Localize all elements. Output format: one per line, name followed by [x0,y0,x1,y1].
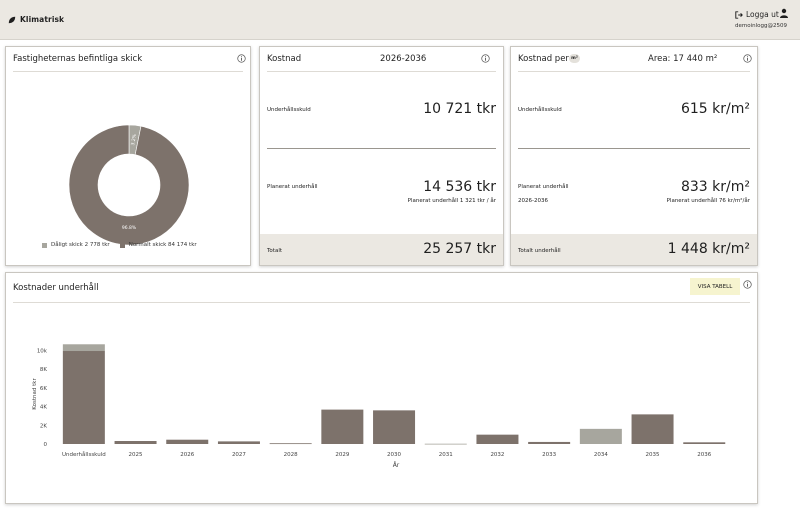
bar-2027-series0[interactable] [217,441,260,444]
info-icon[interactable] [743,280,752,289]
section-divider [518,148,750,149]
bar-underhållsskuld-series0[interactable] [62,351,105,444]
donut-slice-normal[interactable] [68,124,190,246]
x-tick-label: 2032 [490,452,504,458]
planned-value: 14 536 tkr [423,179,496,195]
x-tick-label: 2031 [439,452,453,458]
logout-label: Logga ut [746,10,779,19]
total-value: 1 448 kr/m² [667,241,750,257]
y-axis-label: Kostnad tkr [32,378,38,410]
bar-2032-series0[interactable] [476,434,519,444]
user-icon[interactable] [779,8,789,18]
logout-button[interactable]: Logga ut [735,10,779,19]
y-tick-label: 6K [40,386,47,392]
title-divider [267,71,496,72]
total-value: 25 257 tkr [423,241,496,257]
info-icon[interactable] [237,54,246,63]
title-divider [518,71,750,72]
bar-2026-series0[interactable] [166,439,209,444]
planned-period: 2026-2036 [518,198,548,204]
card-title: Kostnad per [518,54,569,64]
user-email: demoinlogg@2509 [735,23,787,29]
cost-per-area-card: Kostnad per m² Area: 17 440 m² Underhåll… [510,46,758,266]
total-band: Totalt underhåll 1 448 kr/m² [511,234,757,265]
bar-2025-series0[interactable] [114,441,157,444]
x-tick-label: 2028 [284,452,298,458]
bar-2034-series1[interactable] [579,428,622,444]
legend-swatch [119,242,125,248]
card-title: Fastigheternas befintliga skick [13,54,143,64]
title-divider [13,71,243,72]
debt-label: Underhållsskuld [518,107,562,113]
bar-underhållsskuld-series1[interactable] [62,344,105,352]
donut-label-normal: 96.8% [122,225,137,231]
area-label: Area: 17 440 m² [648,54,718,64]
unit-badge[interactable]: m² [569,54,580,63]
bar-2031-series1[interactable] [424,443,467,445]
total-band: Totalt 25 257 tkr [260,234,503,265]
debt-label: Underhållsskuld [267,107,311,113]
total-label: Totalt underhåll [518,248,561,254]
y-tick-label: 2K [40,423,47,429]
section-divider [267,148,496,149]
brand[interactable]: Klimatrisk [8,15,64,24]
x-tick-label: 2027 [232,452,246,458]
donut-legend: Dåligt skick 2 778 tkr Normalt skick 84 … [42,242,197,248]
info-icon[interactable] [743,54,752,63]
bar-2035-series0[interactable] [631,414,674,444]
x-tick-label: 2030 [387,452,401,458]
x-tick-label: 2034 [594,452,608,458]
legend-label: Normalt skick 84 174 tkr [128,242,197,248]
top-bar: Klimatrisk Logga ut demoinlogg@2509 [0,0,800,40]
total-label: Totalt [267,248,283,254]
maintenance-bar-chart: 0 2K 4K 6K 8K 10k Kostnad tkr Underhållsskuld 20… [32,344,726,469]
legend-item-bad: Dåligt skick 2 778 tkr [42,242,110,248]
cost-card: Kostnad 2026-2036 Underhållsskuld 10 721… [259,46,504,266]
condition-card: Fastigheternas befintliga skick 3.2% 96.8… [5,46,251,266]
maintenance-costs-card: Kostnader underhåll 0 2K 4K 6K 8K 10k Kostnad … [5,272,758,504]
x-tick-label: 2026 [180,452,194,458]
planned-per-year: Planerat underhåll 76 kr/m²/år [666,198,750,204]
title-divider [13,302,750,303]
x-tick-label: 2025 [129,452,143,458]
bar-2033-series0[interactable] [528,441,571,444]
brand-name: Klimatrisk [20,15,65,24]
y-tick-label: 4K [40,405,47,411]
legend-label: Dåligt skick 2 778 tkr [51,242,110,248]
x-tick-label: 2035 [646,452,660,458]
planned-value: 833 kr/m² [680,179,750,195]
bar-2036-series0[interactable] [683,442,726,444]
x-tick-label: 2033 [542,452,556,458]
period-label: 2026-2036 [380,54,427,64]
x-tick-label: 2029 [335,452,349,458]
card-title: Kostnad [267,54,302,64]
info-icon[interactable] [481,54,490,63]
planned-per-year: Planerat underhåll 1 321 tkr / år [407,198,496,204]
show-table-button[interactable]: VISA TABELL [690,278,740,295]
y-tick-label: 0 [44,442,48,448]
legend-item-normal: Normalt skick 84 174 tkr [119,242,197,248]
debt-value: 10 721 tkr [423,101,496,117]
debt-value: 615 kr/m² [680,101,750,117]
x-tick-label: Underhållsskuld [62,451,106,458]
x-tick-label: 2036 [697,452,711,458]
leaf-logo-icon [8,16,16,23]
donut-label-bad: 3.2% [130,133,138,146]
card-title: Kostnader underhåll [13,283,99,293]
y-tick-label: 10k [37,349,48,355]
y-tick-label: 8K [40,367,47,373]
bar-2030-series0[interactable] [373,410,416,444]
logout-icon [735,10,743,19]
bar-2028-series0[interactable] [269,443,312,445]
condition-donut-chart: 3.2% 96.8% [68,124,190,246]
bar-2029-series0[interactable] [321,409,364,444]
legend-swatch [42,242,47,248]
planned-label: Planerat underhåll [267,184,318,190]
planned-label: Planerat underhåll [518,184,569,190]
x-axis-label: År [393,462,400,469]
